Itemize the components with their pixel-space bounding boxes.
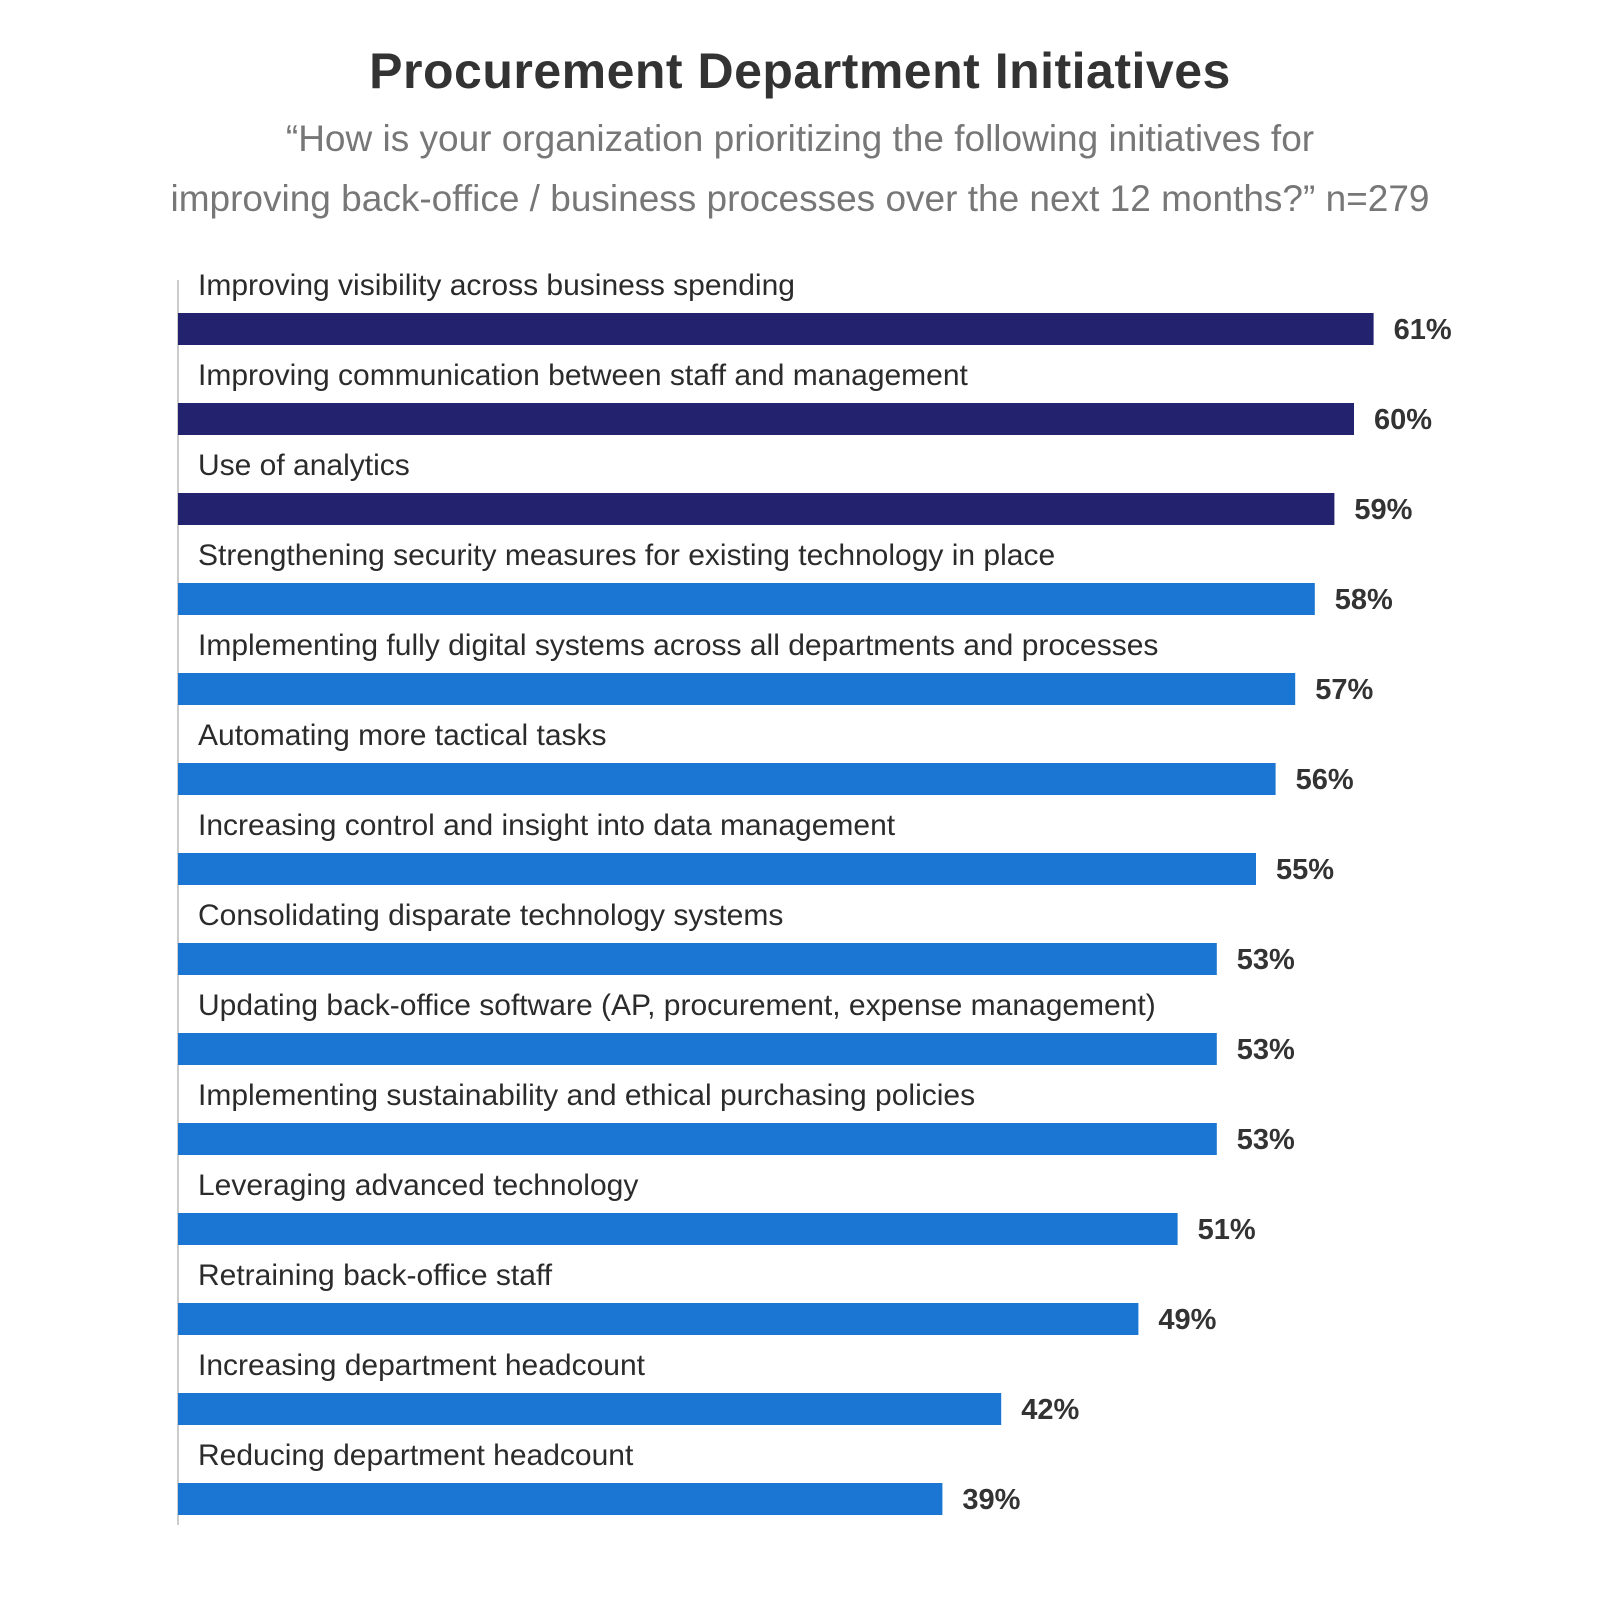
category-label: Leveraging advanced technology <box>198 1169 638 1202</box>
value-label: 56% <box>1296 764 1354 796</box>
value-label: 49% <box>1158 1304 1216 1336</box>
category-label: Retraining back-office staff <box>198 1259 553 1292</box>
category-label: Updating back-office software (AP, procu… <box>198 989 1156 1022</box>
bar <box>178 403 1354 435</box>
category-label: Implementing fully digital systems acros… <box>198 629 1158 662</box>
value-label: 39% <box>962 1484 1020 1516</box>
bar <box>178 1123 1217 1155</box>
category-label: Automating more tactical tasks <box>198 719 607 752</box>
bar <box>178 1393 1002 1425</box>
bar <box>178 1483 943 1515</box>
bar <box>178 943 1217 975</box>
chart-subtitle-line-1: “How is your organization prioritizing t… <box>285 118 1315 159</box>
category-label: Increasing department headcount <box>198 1349 646 1382</box>
category-label: Reducing department headcount <box>198 1439 634 1472</box>
bar <box>178 673 1296 705</box>
bars-group: Improving visibility across business spe… <box>178 269 1452 1516</box>
bar <box>178 493 1335 525</box>
value-label: 42% <box>1021 1394 1079 1426</box>
value-label: 58% <box>1335 584 1393 616</box>
category-label: Use of analytics <box>198 449 410 482</box>
value-label: 60% <box>1374 404 1432 436</box>
category-label: Strengthening security measures for exis… <box>198 539 1055 572</box>
value-label: 57% <box>1315 674 1373 706</box>
value-label: 59% <box>1354 494 1412 526</box>
category-label: Implementing sustainability and ethical … <box>198 1079 975 1112</box>
value-label: 51% <box>1198 1214 1256 1246</box>
bar <box>178 313 1374 345</box>
value-label: 55% <box>1276 854 1334 886</box>
category-label: Improving communication between staff an… <box>198 359 969 392</box>
bar <box>178 1303 1139 1335</box>
bar <box>178 1213 1178 1245</box>
category-label: Increasing control and insight into data… <box>198 809 896 842</box>
chart-subtitle-line-2: improving back-office / business process… <box>170 178 1430 219</box>
chart-title: Procurement Department Initiatives <box>369 43 1231 99</box>
bar <box>178 853 1256 885</box>
value-label: 53% <box>1237 944 1295 976</box>
bar <box>178 583 1315 615</box>
value-label: 53% <box>1237 1034 1295 1066</box>
bar <box>178 1033 1217 1065</box>
category-label: Improving visibility across business spe… <box>198 269 795 302</box>
bar <box>178 763 1276 795</box>
value-label: 61% <box>1394 314 1452 346</box>
value-label: 53% <box>1237 1124 1295 1156</box>
category-label: Consolidating disparate technology syste… <box>198 899 783 932</box>
